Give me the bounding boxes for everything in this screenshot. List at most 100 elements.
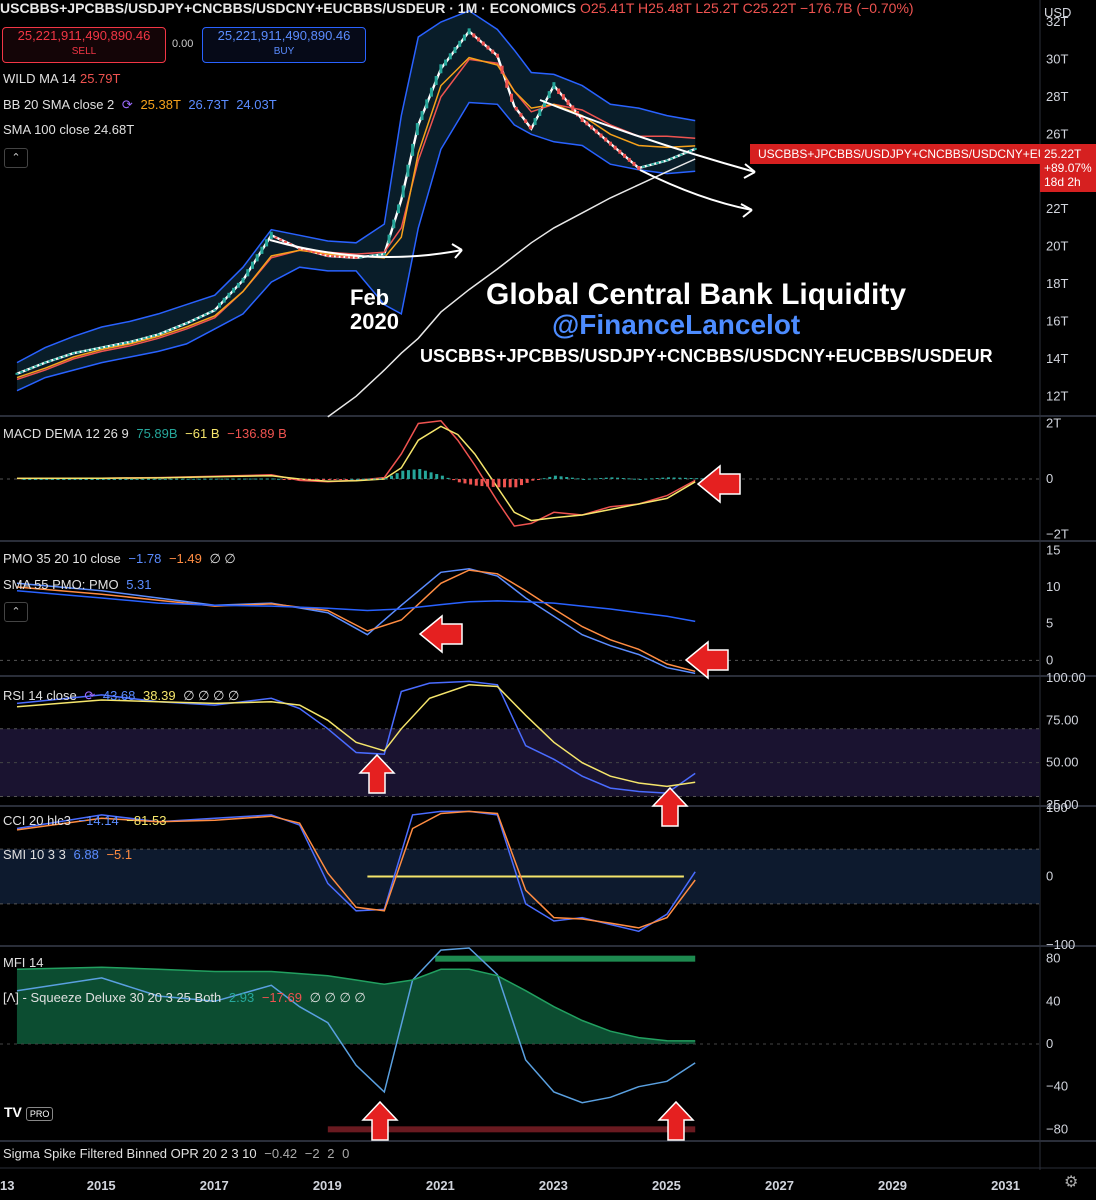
macd-histogram-bar <box>480 479 484 487</box>
macd-histogram-bar <box>616 477 620 479</box>
y-tick-label: −80 <box>1046 1121 1068 1136</box>
sell-button[interactable]: 25,221,911,490,890.46 SELL <box>2 27 166 63</box>
x-tick-label: 2025 <box>652 1178 681 1193</box>
annotation-white-arrow <box>740 203 753 218</box>
price-candle <box>660 160 664 163</box>
macd-histogram-bar <box>469 479 473 485</box>
series-line-smi <box>16 810 696 933</box>
price-candle <box>608 141 612 146</box>
price-candle <box>491 49 495 54</box>
settings-gear-icon[interactable]: ⚙ <box>1064 1174 1079 1191</box>
price-candle <box>123 341 127 344</box>
y-tick-label: 26T <box>1046 126 1068 141</box>
price-candle <box>335 255 339 258</box>
price-candle <box>62 355 66 358</box>
last-price-tag: 25.22T +89.07% 18d 2h <box>1040 144 1096 192</box>
price-candle <box>194 317 198 320</box>
price-candle <box>283 240 287 243</box>
price-candle <box>250 261 254 269</box>
symbol-price-flag: USCBBS+JPCBBS/USDJPY+CNCBBS/USDCNY+EU... <box>750 144 1046 164</box>
legend-rsi[interactable]: RSI 14 close ⟳ 43.68 38.39 ∅ ∅ ∅ ∅ <box>3 688 240 703</box>
collapse-chevron-icon[interactable]: ⌃ <box>4 602 28 622</box>
macd-histogram-bar <box>293 479 297 480</box>
macd-histogram-bar <box>316 479 320 480</box>
price-candle <box>519 113 523 117</box>
y-tick-label: −100 <box>1046 937 1075 952</box>
legend-sma55pmo[interactable]: SMA 55 PMO: PMO 5.31 <box>3 577 152 592</box>
annotation-white-arrow <box>639 169 753 211</box>
annotation-white-arrow <box>539 99 756 173</box>
macd-histogram-bar <box>700 478 704 480</box>
macd-histogram-bar <box>491 479 495 487</box>
symbol-title[interactable]: USCBBS+JPCBBS/USDJPY+CNCBBS/USDCNY+EUCBB… <box>0 0 577 16</box>
macd-histogram-bar <box>565 477 569 479</box>
macd-histogram-bar <box>67 479 71 480</box>
legend-wild-ma[interactable]: WILD MA 14 25.79T <box>3 71 121 86</box>
y-tick-label: 40 <box>1046 993 1060 1008</box>
price-candle <box>458 40 462 47</box>
macd-histogram-bar <box>666 477 670 479</box>
y-tick-label: 30T <box>1046 51 1068 66</box>
macd-histogram-bar <box>288 479 292 480</box>
currency-label[interactable]: USD <box>1044 5 1072 20</box>
legend-sigma[interactable]: Sigma Spike Filtered Binned OPR 20 2 3 1… <box>3 1146 350 1161</box>
series-line-sma-100 <box>327 158 696 418</box>
price-candle <box>57 356 61 359</box>
price-candle <box>689 149 693 152</box>
price-candle <box>246 269 250 277</box>
macd-histogram-bar <box>101 479 105 480</box>
y-tick-label: 28T <box>1046 89 1068 104</box>
collapse-chevron-icon[interactable]: ⌃ <box>4 148 28 168</box>
legend-sma100[interactable]: SMA 100 close 24.68T <box>3 122 135 137</box>
annotation-feb-2020: Feb 2020 <box>350 285 399 334</box>
macd-histogram-bar <box>96 479 100 480</box>
price-candle <box>100 346 104 349</box>
macd-histogram-bar <box>542 478 546 480</box>
series-line-flux <box>16 966 696 1042</box>
price-candle <box>528 125 532 130</box>
macd-histogram-bar <box>152 478 156 480</box>
refresh-icon: ⟳ <box>84 688 96 703</box>
legend-pmo[interactable]: PMO 35 20 10 close −1.78 −1.49 ∅ ∅ <box>3 551 236 566</box>
y-tick-label: 0 <box>1046 1036 1053 1051</box>
macd-histogram-bar <box>282 479 286 480</box>
price-candle <box>128 341 132 344</box>
price-candle <box>618 149 622 154</box>
x-tick-label: 2023 <box>539 1178 568 1193</box>
macd-histogram-bar <box>237 478 241 480</box>
buy-button[interactable]: 25,221,911,490,890.46 BUY <box>202 27 366 63</box>
macd-histogram-bar <box>146 478 150 480</box>
legend-macd[interactable]: MACD DEMA 12 26 9 75.89B −61 B −136.89 B <box>3 426 287 441</box>
red-arrow-up-icon <box>358 753 396 794</box>
legend-bb[interactable]: BB 20 SMA close 2 ⟳ 25.38T 26.73T 24.03T <box>3 97 277 112</box>
price-candle <box>590 125 594 130</box>
x-tick-label: 2019 <box>313 1178 342 1193</box>
macd-histogram-bar <box>406 470 410 479</box>
price-candle <box>651 163 655 166</box>
red-arrow-left-icon <box>418 614 463 654</box>
price-candle <box>571 105 575 111</box>
macd-histogram-bar <box>604 477 608 479</box>
price-candle <box>495 53 499 58</box>
macd-histogram-bar <box>260 478 263 480</box>
price-candle <box>208 311 212 314</box>
macd-histogram-bar <box>486 479 490 487</box>
y-tick-label: 80 <box>1046 951 1060 966</box>
macd-histogram-bar <box>610 477 614 479</box>
legend-cci[interactable]: CCI 20 hlc3 −14.14 −81.53 <box>3 813 167 828</box>
legend-mfi[interactable]: MFI 14 <box>3 955 44 970</box>
price-candle <box>269 231 273 239</box>
price-candle <box>557 88 561 94</box>
price-candle <box>561 94 565 100</box>
y-tick-label: 12T <box>1046 388 1068 403</box>
spread-value: 0.00 <box>172 38 194 50</box>
price-candle <box>627 157 631 162</box>
price-candle <box>538 109 542 116</box>
legend-squeeze[interactable]: [Λ] - Squeeze Deluxe 30 20 3 25 Both 2.9… <box>3 990 366 1005</box>
price-candle <box>170 327 174 330</box>
annotation-handle: @FinanceLancelot <box>552 309 801 340</box>
macd-histogram-bar <box>531 479 535 481</box>
macd-histogram-bar <box>373 478 377 480</box>
legend-smi[interactable]: SMI 10 3 3 6.88 −5.1 <box>3 847 133 862</box>
